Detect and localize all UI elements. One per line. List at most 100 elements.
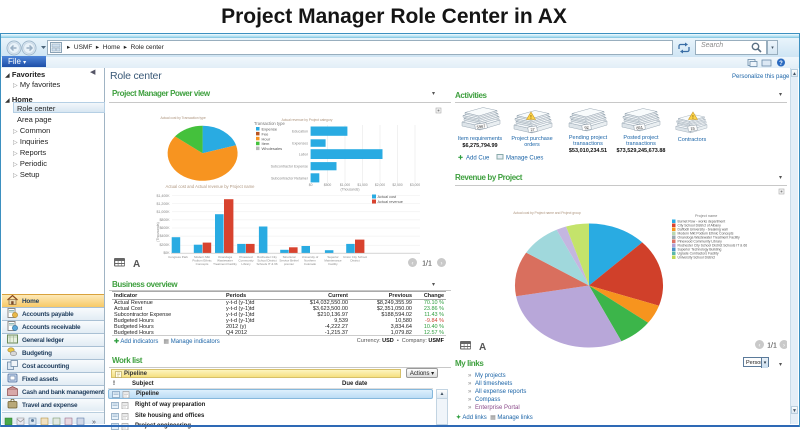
svg-text:Superior Technology Building: Superior Technology Building (678, 248, 722, 252)
svg-text:Onandoga Wastewater Treatment: Onandoga Wastewater Treatment Facility (678, 236, 741, 240)
svg-text:Actual revenue: Actual revenue (378, 200, 403, 204)
svg-text:Facility: Facility (328, 262, 338, 266)
svg-text:Pinewood Community Library: Pinewood Community Library (678, 240, 723, 244)
svg-text:Education: Education (292, 130, 308, 134)
svg-text:$1,200K: $1,200K (157, 202, 171, 206)
svg-text:15: 15 (690, 126, 696, 132)
svg-text:University School District: University School District (678, 256, 716, 260)
svg-text:transactions: transactions (573, 141, 603, 147)
svg-text:5967: 5967 (476, 123, 486, 129)
svg-text:Wastewater: Wastewater (217, 258, 233, 262)
svg-text:$400K: $400K (159, 234, 170, 238)
svg-text:Hour: Hour (262, 136, 271, 141)
svg-text:$6,275,794.99: $6,275,794.99 (462, 143, 497, 149)
svg-text:›: › (441, 261, 443, 267)
svg-text:Colorado: Colorado (304, 262, 317, 266)
svg-text:Community: Community (238, 258, 254, 262)
svg-text:Burnet Row - works department: Burnet Row - works department (678, 220, 726, 224)
svg-text:Onandoga: Onandoga (218, 255, 232, 259)
svg-text:Subcontractor Retainer: Subcontractor Retainer (271, 177, 309, 181)
svg-text:Transaction type: Transaction type (254, 121, 285, 126)
svg-text:Posted project: Posted project (623, 135, 659, 141)
svg-text:Structural: Structural (283, 255, 296, 259)
svg-text:›: › (783, 343, 785, 349)
svg-text:$800K: $800K (159, 218, 170, 222)
svg-text:851: 851 (636, 124, 644, 130)
svg-text:Schools IT & 66: Schools IT & 66 (256, 262, 277, 266)
svg-text:$1,500: $1,500 (357, 183, 367, 187)
svg-text:Treatment Facility: Treatment Facility (213, 262, 237, 266)
svg-text:(Thousands): (Thousands) (156, 222, 160, 242)
svg-text:$0: $0 (309, 183, 313, 187)
svg-text:Actual revenue by Project cate: Actual revenue by Project category (282, 118, 333, 122)
svg-text:!: ! (530, 115, 532, 121)
svg-text:Ugrade Contractors Facility: Ugrade Contractors Facility (678, 252, 719, 256)
svg-text:Add Cue: Add Cue (466, 156, 490, 162)
svg-text:$0K: $0K (163, 251, 170, 255)
svg-text:Project purchase: Project purchase (511, 136, 552, 142)
svg-text:School District: School District (257, 258, 276, 262)
svg-text:Service Bethel: Service Bethel (279, 258, 299, 262)
svg-text:Rochester City: Rochester City (257, 255, 277, 259)
svg-text:A: A (133, 259, 140, 270)
svg-text:Contractors: Contractors (678, 137, 707, 143)
svg-text:Northern: Northern (304, 258, 316, 262)
svg-text:✚: ✚ (458, 155, 463, 162)
svg-text:Expenses: Expenses (292, 142, 308, 146)
svg-text:$3,000: $3,000 (410, 183, 420, 187)
svg-text:Manage Cues: Manage Cues (506, 156, 543, 162)
svg-text:$1,400K: $1,400K (157, 194, 171, 198)
svg-text:Rochester City School District: Rochester City School District Schools I… (678, 244, 748, 248)
svg-text:$2,000: $2,000 (375, 183, 385, 187)
svg-text:Actual cost and Actual revenue: Actual cost and Actual revenue by Projec… (166, 184, 256, 189)
svg-text:!: ! (692, 115, 694, 121)
svg-text:Daffodil University - breaking: Daffodil University - breaking wall (678, 228, 728, 232)
svg-text:$1,000: $1,000 (340, 183, 350, 187)
svg-text:(Thousands): (Thousands) (340, 188, 359, 192)
svg-text:transactions: transactions (626, 141, 656, 147)
svg-text:Actual cost by Project name an: Actual cost by Project name and Project … (513, 211, 581, 215)
svg-text:$2,500: $2,500 (392, 183, 402, 187)
svg-text:Modern Mkt: Modern Mkt (194, 255, 210, 259)
svg-text:Item: Item (262, 141, 270, 146)
svg-text:$600K: $600K (159, 226, 170, 230)
svg-text:‹: ‹ (759, 343, 761, 349)
svg-text:92: 92 (584, 125, 590, 131)
svg-text:orders: orders (524, 142, 540, 148)
svg-text:Actual cost: Actual cost (378, 195, 398, 199)
svg-text:District: District (350, 258, 359, 262)
svg-text:Superior: Superior (327, 255, 338, 259)
svg-text:Actual cost by Transaction typ: Actual cost by Transaction type (160, 116, 205, 120)
svg-text:A: A (479, 342, 486, 352)
svg-text:Library: Library (241, 262, 251, 266)
svg-text:Expense: Expense (262, 127, 278, 132)
svg-text:premier: premier (284, 262, 294, 266)
svg-text:Podium Ethnic: Podium Ethnic (192, 258, 212, 262)
svg-text:Project name: Project name (695, 214, 717, 218)
svg-text:Pinewood: Pinewood (239, 255, 253, 259)
svg-text:$500: $500 (324, 183, 332, 187)
svg-text:Fee: Fee (262, 131, 270, 136)
svg-text:University of: University of (302, 255, 319, 259)
svg-text:Maintenance: Maintenance (324, 258, 342, 262)
svg-text:1/1: 1/1 (422, 261, 432, 268)
svg-text:Item requirements: Item requirements (458, 136, 503, 142)
svg-text:Wholesales: Wholesales (262, 146, 283, 151)
svg-text:Concepts: Concepts (196, 262, 209, 266)
svg-text:Pending project: Pending project (569, 135, 608, 141)
svg-text:Modern Mkt Podium Ethnic Conce: Modern Mkt Podium Ethnic Concepts (678, 232, 734, 236)
svg-text:Subcontractor Expense: Subcontractor Expense (271, 165, 308, 169)
svg-text:$1,000K: $1,000K (157, 210, 171, 214)
svg-text:$200K: $200K (159, 243, 170, 247)
svg-text:City School District of Albany: City School District of Albany (678, 224, 722, 228)
svg-text:$53,010,234.51: $53,010,234.51 (569, 148, 607, 154)
svg-text:»: » (92, 419, 96, 426)
svg-text:1/1: 1/1 (767, 343, 777, 350)
svg-text:Union City School: Union City School (343, 255, 367, 259)
svg-text:$73,529,245,673.88: $73,529,245,673.88 (617, 148, 666, 154)
svg-text:‹: ‹ (412, 261, 414, 267)
svg-text:27: 27 (530, 127, 536, 133)
svg-text:?: ? (779, 61, 783, 67)
svg-text:Congress Park: Congress Park (168, 255, 188, 259)
svg-text:Labor: Labor (299, 153, 309, 157)
